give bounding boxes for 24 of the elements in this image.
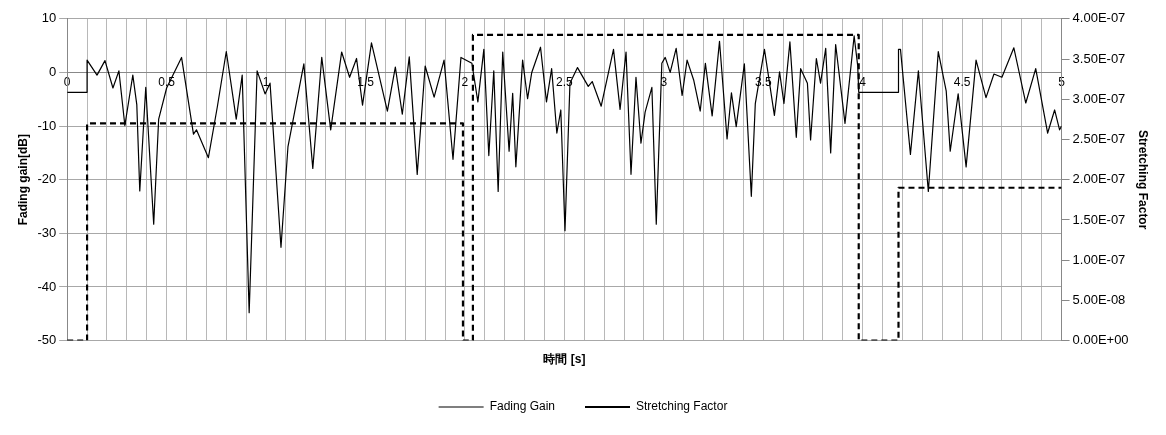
y2-axis-title: Stretching Factor — [1136, 130, 1151, 230]
x-tick-label: 1 — [262, 74, 270, 89]
x-tick-label: 4.5 — [953, 74, 971, 89]
x-tick-label: 4 — [859, 74, 867, 89]
y-tick-label: -20 — [37, 171, 57, 187]
y2-tick-label: 0.00E+00 — [1072, 332, 1129, 348]
y2-tick-label: 1.00E-07 — [1072, 251, 1126, 267]
y-axis-title: Fading gain[dB] — [15, 134, 30, 226]
y2-tick-label: 5.00E-08 — [1072, 291, 1126, 307]
y2-tick-label: 3.50E-07 — [1072, 50, 1126, 66]
y-tick-label: 10 — [41, 10, 57, 26]
x-axis-title: 時間 [s] — [543, 352, 586, 367]
y2-tick-label: 2.50E-07 — [1072, 131, 1126, 147]
legend-label: Fading Gain — [489, 399, 555, 414]
y-tick-label: -30 — [37, 224, 57, 240]
y-tick-label: -50 — [37, 332, 57, 348]
x-tick-label: 2 — [461, 74, 469, 89]
y2-tick-label: 4.00E-07 — [1072, 10, 1126, 26]
y-tick-label: -10 — [37, 117, 57, 133]
y2-tick-label: 3.00E-07 — [1072, 90, 1126, 106]
y2-tick-label: 2.00E-07 — [1072, 171, 1126, 187]
y2-tick-label: 1.50E-07 — [1072, 211, 1126, 227]
legend-label: Stretching Factor — [636, 399, 728, 414]
y-tick-label: -40 — [37, 278, 57, 294]
